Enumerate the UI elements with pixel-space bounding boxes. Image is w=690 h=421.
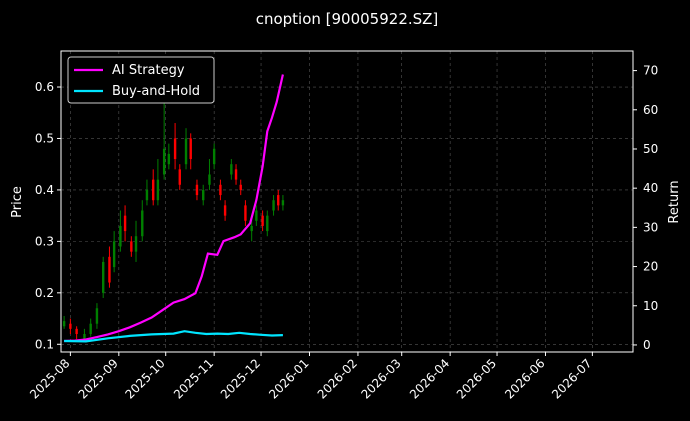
candle-body xyxy=(156,179,160,201)
legend-label: Buy-and-Hold xyxy=(112,84,200,99)
legend-box xyxy=(67,56,215,104)
x-tick-label: 2026-05 xyxy=(454,356,499,401)
candle-body xyxy=(123,215,127,232)
right-y-axis: 0 10 20 30 40 50 60 70 xyxy=(633,64,658,352)
candle-body xyxy=(75,328,78,334)
candle-body xyxy=(62,321,66,327)
candle-body xyxy=(178,169,181,185)
y-axis-label-left: Price xyxy=(10,186,25,218)
candle-body xyxy=(195,184,199,196)
y-tick-label-right: 10 xyxy=(643,299,658,313)
candle-body xyxy=(162,148,166,175)
candle-body xyxy=(202,189,205,201)
candle-body xyxy=(255,210,258,221)
legend: AI Strategy Buy-and-Hold xyxy=(67,56,215,104)
candle-body xyxy=(250,225,253,232)
x-tick-label: 2025-09 xyxy=(76,356,121,401)
candle-body xyxy=(101,261,105,293)
series-line-buy-and-hold xyxy=(64,330,283,343)
candle-body xyxy=(234,169,238,180)
candle-body xyxy=(261,215,264,226)
legend-label: AI Strategy xyxy=(112,63,185,78)
candle-body xyxy=(108,256,111,283)
y-tick-label-right: 50 xyxy=(643,142,658,156)
y-tick-label-left: 0.1 xyxy=(35,337,54,351)
y-tick-label-left: 0.3 xyxy=(35,234,54,248)
candle-body xyxy=(184,138,188,165)
x-axis: 2025-08 2025-09 2025-10 2025-11 2025-12 2026-… xyxy=(27,352,594,402)
candle-body xyxy=(277,195,280,206)
candle-body xyxy=(219,184,222,196)
y-tick-label-right: 0 xyxy=(643,338,651,352)
y-tick-label-left: 0.5 xyxy=(35,131,54,145)
candle-body xyxy=(119,225,122,247)
x-tick-label: 2026-04 xyxy=(407,356,452,401)
y-tick-label-left: 0.4 xyxy=(35,183,54,197)
y-tick-label-right: 40 xyxy=(643,181,658,195)
candle-body xyxy=(134,236,138,252)
return-lines xyxy=(64,74,284,343)
candle-body xyxy=(244,205,247,221)
x-tick-label: 2026-02 xyxy=(315,356,360,401)
candle-body xyxy=(141,210,144,237)
y-tick-label-left: 0.6 xyxy=(35,80,54,94)
y-axis-label-right: Return xyxy=(667,180,682,223)
plot-frame xyxy=(60,50,634,353)
candle-body xyxy=(212,148,216,165)
candle-body xyxy=(223,205,227,216)
candlestick-series xyxy=(62,102,285,342)
candle-body xyxy=(145,189,149,201)
x-tick-label: 2026-07 xyxy=(549,356,594,401)
candle-body xyxy=(230,164,233,175)
x-tick-label: 2026-03 xyxy=(358,356,403,401)
y-tick-label-right: 20 xyxy=(643,260,658,274)
candle-body xyxy=(95,308,99,324)
candle-body xyxy=(167,153,171,165)
x-tick-label: 2025-10 xyxy=(122,356,167,401)
candle-body xyxy=(130,241,133,252)
x-tick-label: 2025-12 xyxy=(218,356,263,401)
x-tick-label: 2025-11 xyxy=(171,356,216,401)
y-tick-label-right: 60 xyxy=(643,103,658,117)
candle-body xyxy=(239,184,242,190)
y-tick-label-right: 70 xyxy=(643,64,658,78)
candle-body xyxy=(272,200,275,211)
candle-body xyxy=(266,215,269,232)
candle-body xyxy=(208,174,211,185)
series-line-ai-strategy xyxy=(64,74,284,343)
x-tick-label: 2026-06 xyxy=(502,356,547,401)
candle-body xyxy=(69,323,72,329)
candle-body xyxy=(281,200,285,206)
candle-body xyxy=(83,333,86,340)
candle-body xyxy=(112,241,116,268)
candle-body xyxy=(89,323,92,334)
x-tick-label: 2025-08 xyxy=(27,356,72,401)
candle-body xyxy=(152,179,155,201)
y-tick-label-left: 0.2 xyxy=(35,286,54,300)
left-y-axis: 0.1 0.2 0.3 0.4 0.5 0.6 xyxy=(35,80,61,351)
chart-title: cnoption [90005922.SZ] xyxy=(256,10,439,28)
x-tick-label: 2026-01 xyxy=(266,356,311,401)
candle-body xyxy=(173,138,177,160)
candle-body xyxy=(189,138,192,160)
y-tick-label-right: 30 xyxy=(643,220,658,234)
